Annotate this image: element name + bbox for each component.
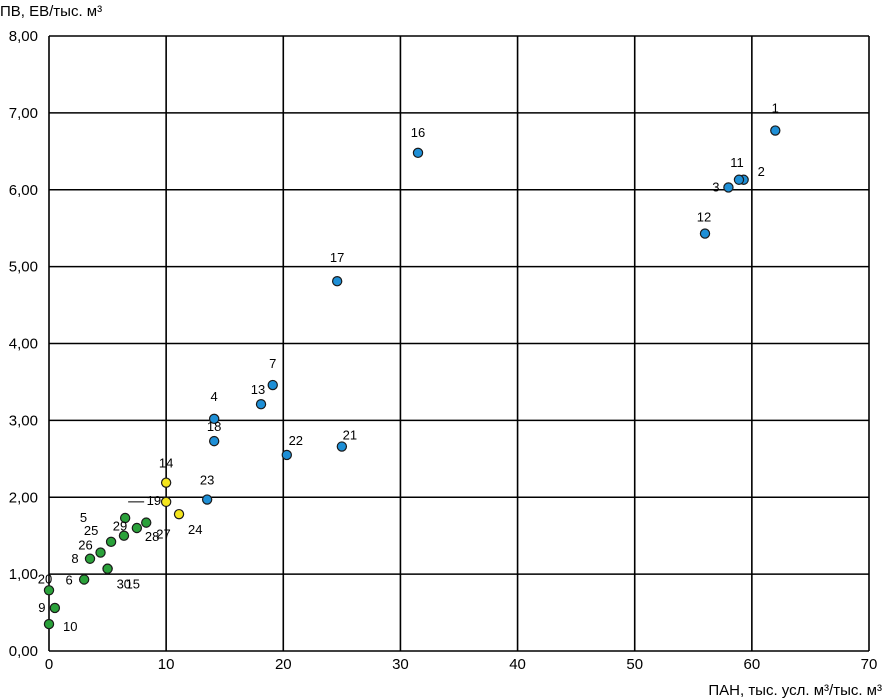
data-point-25	[105, 536, 117, 548]
tick-labels: 0,00 1,00 2,00 3,00 4,00 5,00 6,00 7,00 8,00 0 10 2…	[9, 28, 878, 673]
x-axis-title: ПАН, тыс. усл. м³/тыс. м³	[708, 682, 882, 699]
point-label-30: 30	[117, 577, 131, 592]
data-point-17	[331, 276, 343, 287]
x-tick-label: 10	[158, 656, 175, 673]
data-point-16	[412, 147, 424, 159]
point-label-25: 25	[84, 523, 98, 538]
y-tick-label: 3,00	[9, 412, 38, 429]
point-label-20: 20	[38, 571, 52, 586]
data-point-29	[118, 530, 130, 541]
point-label-16: 16	[411, 125, 425, 140]
data-point-26	[95, 547, 106, 558]
point-label-22: 22	[289, 433, 303, 448]
x-tick-label: 60	[744, 656, 761, 673]
y-tick-label: 4,00	[9, 336, 38, 353]
point-label-14: 14	[159, 456, 173, 471]
y-tick-label: 6,00	[9, 182, 38, 199]
data-point-22	[281, 449, 292, 461]
data-point-24	[173, 508, 185, 520]
data-point-8	[84, 553, 96, 564]
x-tick-label: 70	[861, 656, 878, 673]
point-label-27: 27	[156, 527, 170, 542]
point-label-8: 8	[71, 551, 78, 566]
point-label-24: 24	[188, 522, 202, 537]
data-point-5	[119, 512, 131, 524]
data-point-1	[770, 125, 781, 136]
data-point-12	[699, 228, 711, 239]
x-tick-label: 30	[392, 656, 409, 673]
data-point-14	[160, 477, 172, 488]
point-label-10: 10	[63, 619, 77, 634]
point-label-26: 26	[78, 538, 92, 553]
data-point-15	[102, 563, 113, 574]
data-point-4	[208, 413, 220, 425]
point-label-9: 9	[38, 600, 45, 615]
x-tick-label: 0	[45, 656, 53, 673]
point-label-4: 4	[211, 389, 218, 404]
data-point-9	[49, 602, 61, 614]
point-label-12: 12	[697, 210, 711, 225]
data-point-18	[208, 435, 220, 447]
x-tick-label: 20	[275, 656, 292, 673]
y-tick-label: 7,00	[9, 105, 38, 122]
data-point-7	[267, 379, 278, 391]
y-axis-title: ПВ, ЕВ/тыс. м³	[0, 3, 102, 20]
x-tick-label: 50	[626, 656, 643, 673]
point-label-29: 29	[113, 519, 127, 534]
data-point-27	[141, 517, 152, 528]
point-label-23: 23	[200, 473, 214, 488]
data-point-10	[43, 618, 55, 630]
point-label-6: 6	[66, 573, 73, 588]
point-label-18: 18	[207, 419, 221, 434]
point-label-28: 28	[145, 529, 159, 544]
data-point-19	[160, 496, 172, 508]
y-tick-label: 2,00	[9, 489, 38, 506]
data-points	[43, 125, 781, 630]
data-point-6	[78, 574, 90, 585]
point-label-3: 3	[712, 179, 719, 194]
point-label-21: 21	[343, 428, 357, 443]
data-point-28	[131, 522, 143, 534]
y-tick-label: 8,00	[9, 28, 38, 45]
point-label-17: 17	[330, 250, 344, 265]
data-point-3	[723, 182, 734, 193]
data-point-23	[201, 494, 213, 505]
point-label-15: 15	[126, 577, 140, 592]
data-point-13	[255, 399, 267, 410]
data-point-21	[336, 441, 348, 452]
grid	[48, 35, 870, 652]
y-tick-label: 5,00	[9, 259, 38, 276]
point-label-19: 19	[147, 493, 161, 508]
y-tick-label: 0,00	[9, 643, 38, 660]
point-label-7: 7	[269, 356, 276, 371]
point-label-11: 11	[730, 155, 744, 170]
data-point-20	[43, 585, 55, 596]
point-label-2: 2	[758, 164, 765, 179]
point-label-5: 5	[80, 510, 87, 525]
y-tick-label: 1,00	[9, 566, 38, 583]
data-point-11	[733, 174, 745, 185]
point-label-1: 1	[772, 101, 779, 116]
x-tick-label: 40	[509, 656, 526, 673]
point-label-13: 13	[251, 382, 265, 397]
